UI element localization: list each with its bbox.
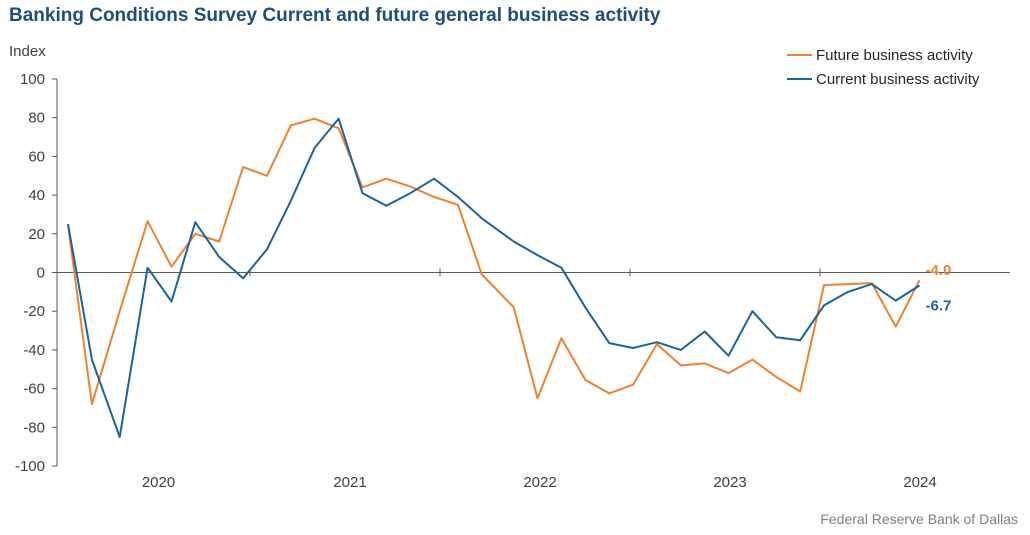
y-tick-label: 20 [28,226,45,243]
y-tick-label: 80 [28,110,45,127]
y-tick-label: 0 [37,265,45,282]
x-tick-label: 2021 [333,474,366,491]
x-tick-label: 2020 [142,474,175,491]
y-axis: Index 100 80 60 40 20 0 -20 -40 -60 -80 -100 [9,43,58,475]
future-business-activity-line [67,117,921,406]
x-tick-label: 2022 [523,474,556,491]
end-labels: -4.0 -6.7 [926,262,952,314]
x-tick-label: 2023 [713,474,746,491]
current-business-activity-line [67,117,921,438]
y-tick-label: -80 [23,419,45,436]
series-lines [67,117,921,438]
future-end-label: -4.0 [926,262,952,279]
y-tick-label: -40 [23,342,45,359]
legend-label: Current business activity [816,71,980,88]
y-tick-label: 40 [28,187,45,204]
y-tick-label: 100 [20,71,45,88]
chart-title: Banking Conditions Survey Current and fu… [9,5,661,26]
y-tick-label: 60 [28,148,45,165]
y-tick-label: -100 [15,458,45,475]
x-axis: 2020 2021 2022 2023 2024 [57,268,1010,491]
y-axis-label: Index [9,43,46,60]
x-tick-label: 2024 [903,474,936,491]
y-tick-label: -20 [23,303,45,320]
legend: Future business activity Current business… [787,47,980,88]
y-tick-label: -60 [23,381,45,398]
source-note: Federal Reserve Bank of Dallas [820,511,1018,527]
legend-label: Future business activity [816,47,973,64]
current-end-label: -6.7 [926,297,952,314]
